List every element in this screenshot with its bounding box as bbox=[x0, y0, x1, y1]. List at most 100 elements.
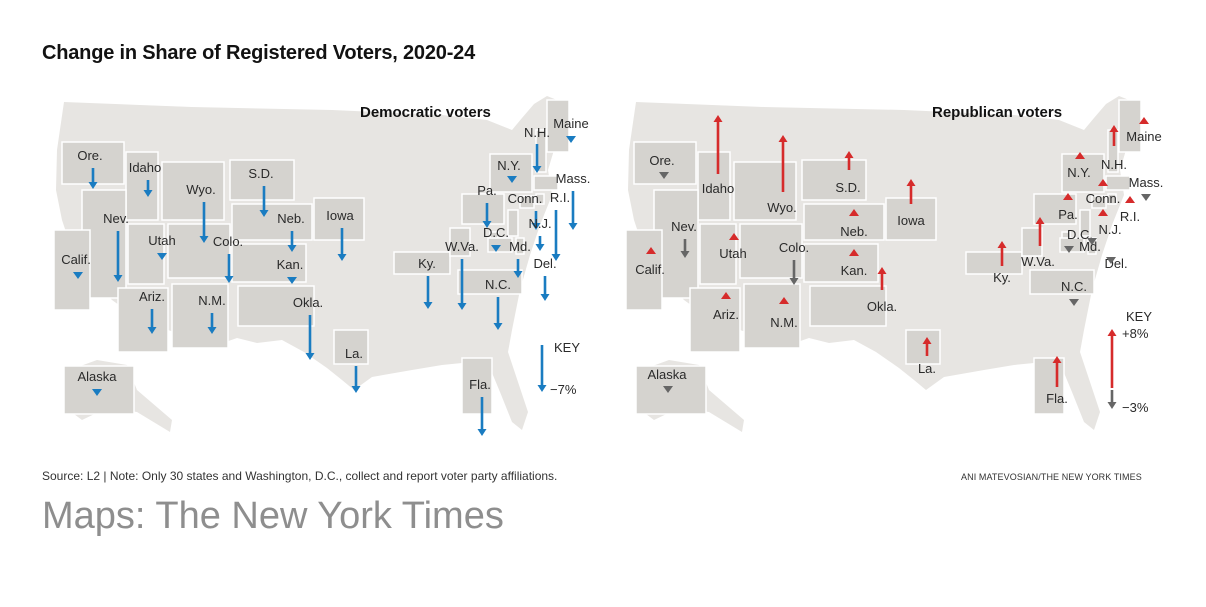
state-shape-mass bbox=[533, 175, 559, 191]
state-arrow-maine bbox=[566, 136, 576, 143]
state-shape-ri bbox=[1107, 193, 1117, 205]
state-shape-wyo bbox=[733, 161, 797, 221]
arrow-head bbox=[457, 303, 467, 310]
us-basemap bbox=[625, 96, 1142, 432]
state-shape-colo bbox=[167, 223, 231, 279]
state-label-nev: Nev. bbox=[671, 219, 697, 234]
arrow-head bbox=[143, 190, 153, 197]
state-label-nj: N.J. bbox=[1098, 222, 1121, 237]
state-shape-wva bbox=[1021, 227, 1043, 257]
state-arrow-del bbox=[1106, 257, 1116, 264]
state-label-calif: Calif. bbox=[61, 252, 91, 267]
state-arrow-nh bbox=[532, 144, 542, 173]
state-label-mass: Mass. bbox=[1129, 175, 1164, 190]
state-arrow-alaska bbox=[92, 389, 102, 396]
state-label-okla: Okla. bbox=[293, 295, 323, 310]
state-arrow-md bbox=[513, 259, 523, 278]
state-arrow-ariz bbox=[721, 292, 731, 299]
arrow-head bbox=[491, 245, 501, 252]
arrow-head bbox=[721, 292, 731, 299]
state-label-neb: Neb. bbox=[840, 224, 867, 239]
state-arrow-nm bbox=[779, 297, 789, 304]
arrow-head bbox=[477, 429, 487, 436]
state-shape-nj bbox=[507, 209, 519, 237]
arrow-head bbox=[157, 253, 167, 260]
state-shape-ariz bbox=[689, 287, 741, 353]
state-arrow-mass bbox=[1141, 194, 1151, 201]
state-shape-sd bbox=[801, 159, 867, 201]
state-label-colo: Colo. bbox=[213, 234, 243, 249]
arrow-head bbox=[73, 272, 83, 279]
map-key: KEY −7% bbox=[537, 340, 580, 397]
state-arrow-sd bbox=[259, 186, 269, 217]
state-shape-neb bbox=[803, 203, 885, 241]
state-label-wva: W.Va. bbox=[1021, 254, 1055, 269]
state-shape-alaska bbox=[635, 365, 707, 415]
state-label-iowa: Iowa bbox=[897, 213, 925, 228]
arrow-head bbox=[531, 223, 541, 230]
state-label-okla: Okla. bbox=[867, 299, 897, 314]
state-label-fla: Fla. bbox=[1046, 391, 1068, 406]
arrow-head bbox=[259, 210, 269, 217]
state-shape-iowa bbox=[885, 197, 937, 241]
state-label-nc: N.C. bbox=[485, 277, 511, 292]
state-label-ky: Ky. bbox=[993, 270, 1011, 285]
state-shape-idaho bbox=[125, 151, 159, 221]
arrow-head bbox=[513, 271, 523, 278]
state-marks: Ore. Idaho Wyo. S.D. Neb. Iowa Nev. Utah Colo. Ka… bbox=[635, 115, 1163, 406]
state-arrow-nc bbox=[493, 297, 503, 330]
state-label-conn: Conn. bbox=[508, 191, 543, 206]
arrow-head bbox=[88, 182, 98, 189]
republican-voters-map: Republican voters Ore. Idaho Wyo. S.D. Neb. I… bbox=[625, 96, 1163, 432]
key-arrow-up bbox=[1107, 329, 1117, 388]
state-arrow-okla bbox=[305, 315, 315, 360]
arrow-head bbox=[568, 223, 578, 230]
arrow-head bbox=[1063, 193, 1073, 200]
state-arrow-nev bbox=[680, 239, 690, 258]
arrow-head bbox=[351, 386, 361, 393]
arrow-head bbox=[659, 172, 669, 179]
state-label-nh: N.H. bbox=[524, 125, 550, 140]
state-label-iowa: Iowa bbox=[326, 208, 354, 223]
state-arrow-maine bbox=[1139, 117, 1149, 124]
state-shape-nc bbox=[457, 269, 523, 295]
state-label-dc: D.C. bbox=[1067, 227, 1093, 242]
state-arrow-kan bbox=[849, 249, 859, 256]
arrow-head bbox=[287, 277, 297, 284]
state-label-ri: R.I. bbox=[1120, 209, 1140, 224]
arrow-head bbox=[844, 151, 854, 158]
state-shape-okla bbox=[809, 285, 887, 327]
arrow-head bbox=[877, 267, 887, 274]
source-note: Source: L2 | Note: Only 30 states and Wa… bbox=[42, 469, 558, 483]
state-arrow-ny bbox=[507, 176, 517, 183]
state-shape-kan bbox=[803, 243, 879, 283]
state-arrow-idaho bbox=[713, 115, 723, 174]
state-label-nh: N.H. bbox=[1101, 157, 1127, 172]
arrow-head bbox=[1107, 402, 1117, 409]
state-shape-conn bbox=[1091, 195, 1107, 209]
arrow-head bbox=[789, 278, 799, 285]
arrow-head bbox=[1125, 196, 1135, 203]
state-label-utah: Utah bbox=[148, 233, 175, 248]
state-label-nc: N.C. bbox=[1061, 279, 1087, 294]
state-label-fla: Fla. bbox=[469, 377, 491, 392]
arrow-head bbox=[540, 294, 550, 301]
state-shape-ky bbox=[965, 251, 1023, 275]
state-arrow-nev bbox=[113, 231, 123, 282]
arrow-head bbox=[1141, 194, 1151, 201]
arrow-head bbox=[423, 302, 433, 309]
state-shape-maine bbox=[1118, 99, 1142, 153]
arrow-head bbox=[287, 245, 297, 252]
arrow-head bbox=[493, 323, 503, 330]
state-arrow-colo bbox=[789, 260, 799, 285]
state-shape-pa bbox=[461, 193, 505, 225]
arrow-head bbox=[113, 275, 123, 282]
state-arrow-nh bbox=[1109, 125, 1119, 146]
state-shape-la bbox=[333, 329, 369, 365]
state-label-ny: N.Y. bbox=[1067, 165, 1091, 180]
arrow-head bbox=[1069, 299, 1079, 306]
arrow-head bbox=[1064, 246, 1074, 253]
arrow-head bbox=[566, 136, 576, 143]
state-arrow-dc bbox=[491, 245, 501, 252]
arrow-head bbox=[224, 276, 234, 283]
